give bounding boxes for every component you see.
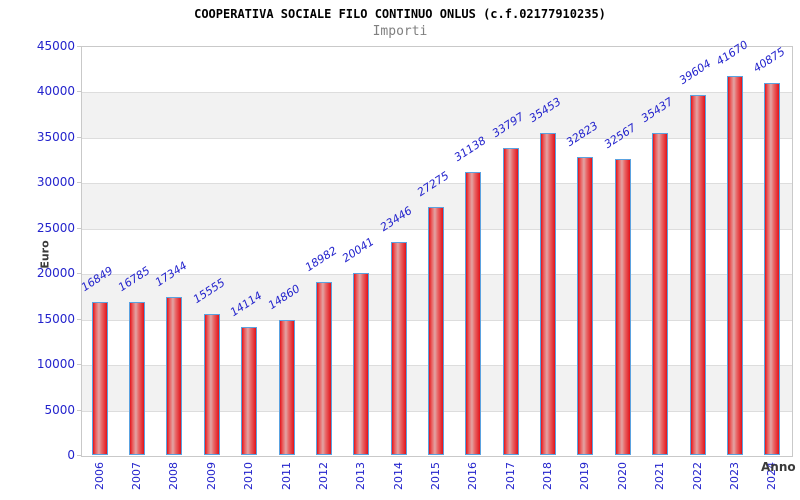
x-tick-label: 2006 (92, 462, 106, 490)
y-tick-label: 10000 (36, 357, 75, 372)
plot-area (81, 46, 793, 457)
x-tick-label: 2014 (391, 462, 405, 490)
y-tick-mark (77, 182, 81, 184)
x-tick-label: 2011 (279, 462, 293, 490)
chart-subtitle: Importi (372, 24, 428, 39)
grid-band (82, 92, 792, 138)
x-tick-label: 2007 (130, 462, 144, 490)
bar (203, 313, 220, 455)
bar (652, 132, 669, 455)
x-tick-label: 2021 (653, 462, 667, 490)
y-tick-mark (77, 91, 81, 93)
bar (315, 282, 332, 455)
bar (726, 76, 743, 455)
y-tick-label: 30000 (36, 175, 75, 190)
gridline (82, 183, 792, 185)
x-axis-title: Anno (761, 460, 796, 474)
bar (91, 301, 108, 455)
bar (614, 159, 631, 455)
y-tick-label: 25000 (36, 220, 75, 235)
y-tick-mark (77, 409, 81, 411)
y-axis-title: Euro (38, 240, 52, 269)
x-tick-label: 2010 (242, 462, 256, 490)
gridline (82, 92, 792, 94)
y-tick-label: 0 (67, 448, 75, 462)
y-tick-label: 5000 (44, 402, 75, 417)
bar (278, 319, 295, 455)
bar (577, 156, 594, 455)
y-tick-mark (77, 455, 81, 456)
x-tick-label: 2019 (578, 462, 592, 490)
bar (390, 241, 407, 455)
y-tick-mark (77, 136, 81, 138)
y-tick-label: 45000 (36, 39, 75, 53)
y-tick-mark (77, 273, 81, 275)
x-tick-label: 2009 (204, 462, 218, 490)
bar (764, 83, 781, 455)
x-tick-label: 2017 (503, 462, 517, 490)
x-tick-label: 2015 (429, 462, 442, 490)
x-tick-label: 2018 (541, 462, 555, 490)
gridline (82, 137, 792, 139)
bar (689, 95, 706, 455)
bar (465, 171, 482, 455)
grid-band (82, 137, 792, 184)
x-tick-label: 2022 (690, 462, 704, 490)
bar (502, 147, 519, 455)
bar (166, 297, 183, 455)
x-tick-label: 2012 (316, 462, 330, 490)
grid-band (82, 47, 792, 93)
x-tick-label: 2008 (167, 462, 181, 490)
bar (129, 302, 146, 455)
bar (241, 326, 258, 455)
y-tick-mark (77, 46, 81, 47)
y-tick-label: 20000 (36, 266, 75, 281)
x-tick-label: 2023 (727, 462, 741, 490)
chart-title: COOPERATIVA SOCIALE FILO CONTINUO ONLUS … (194, 7, 606, 21)
y-tick-label: 35000 (36, 129, 75, 144)
bar (353, 272, 370, 455)
x-tick-label: 2020 (615, 462, 629, 490)
y-tick-label: 15000 (36, 311, 75, 326)
y-tick-mark (77, 227, 81, 229)
y-tick-mark (77, 364, 81, 366)
x-tick-label: 2013 (354, 462, 368, 490)
y-tick-mark (77, 318, 81, 320)
bar (428, 207, 444, 455)
y-tick-label: 40000 (36, 84, 75, 99)
bar (540, 132, 557, 455)
x-tick-label: 2016 (466, 462, 480, 490)
